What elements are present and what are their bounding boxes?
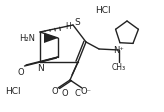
Text: CH₃: CH₃	[112, 62, 126, 71]
Text: N⁺: N⁺	[113, 45, 124, 55]
Text: O: O	[62, 88, 68, 98]
Text: C: C	[74, 88, 80, 98]
Polygon shape	[44, 33, 58, 43]
Text: S: S	[74, 17, 80, 27]
Text: H₂N: H₂N	[19, 33, 35, 42]
Text: N: N	[37, 64, 43, 72]
Text: O⁻: O⁻	[81, 86, 92, 96]
Text: O: O	[52, 86, 58, 96]
Text: HCl: HCl	[95, 5, 111, 14]
Text: HCl: HCl	[5, 86, 21, 96]
Text: H: H	[65, 22, 71, 30]
Text: O: O	[18, 68, 24, 76]
